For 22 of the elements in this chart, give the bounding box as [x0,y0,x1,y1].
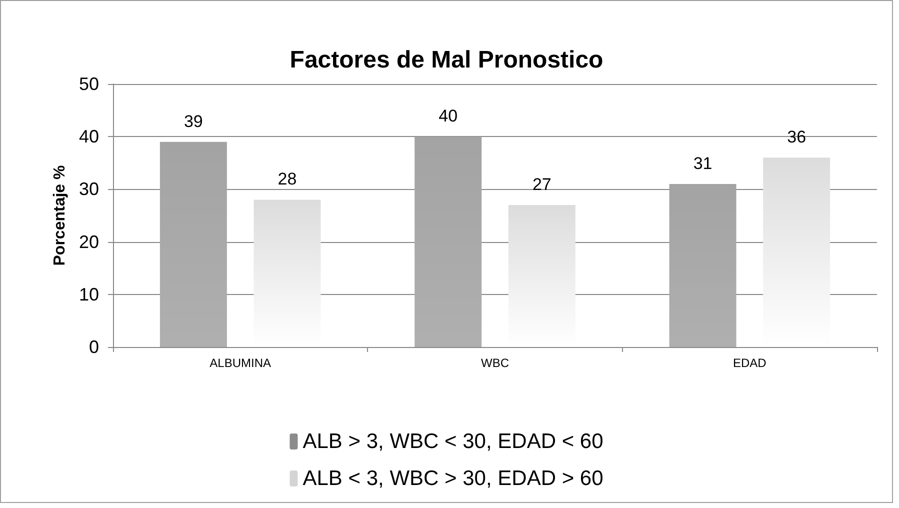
data-label: 40 [438,106,458,126]
y-tick-label: 0 [88,337,99,357]
y-tick-label: 30 [78,179,99,200]
y-tick-label: 50 [78,74,99,94]
y-tick-label: 20 [78,232,99,252]
data-label: 27 [532,174,552,194]
bar [669,184,736,347]
bar [160,142,227,347]
x-tick-label: ALBUMINA [210,356,272,370]
data-label: 36 [787,128,806,147]
data-label: 31 [693,154,712,173]
legend-label: ALB > 3, WBC < 30, EDAD < 60 [302,430,604,453]
legend-label: ALB < 3, WBC > 30, EDAD > 60 [302,467,604,490]
data-label: 39 [184,112,203,131]
y-tick-label: 40 [78,126,99,147]
data-label: 28 [278,170,297,189]
y-tick-label: 10 [78,284,99,304]
y-axis-title: Porcentaje % [52,165,69,266]
x-tick-label: WBC [481,356,510,370]
chart-title: Factores de Mal Pronostico [290,46,604,74]
bar [414,136,482,347]
x-tick-label: EDAD [732,356,767,370]
